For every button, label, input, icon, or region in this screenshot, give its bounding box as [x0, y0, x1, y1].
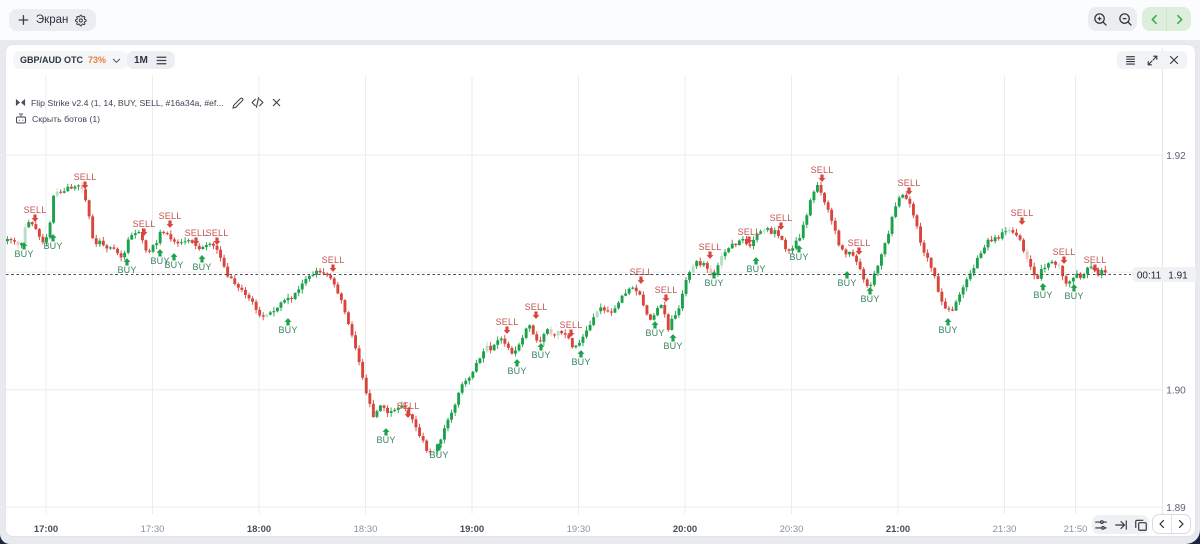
svg-text:17:00: 17:00 — [34, 524, 58, 535]
svg-text:BUY: BUY — [507, 366, 526, 376]
svg-text:18:00: 18:00 — [247, 524, 271, 535]
svg-text:19:00: 19:00 — [460, 524, 484, 535]
svg-text:BUY: BUY — [789, 252, 808, 262]
svg-text:BUY: BUY — [43, 241, 62, 251]
svg-text:1.92: 1.92 — [1166, 151, 1186, 162]
svg-text:17:30: 17:30 — [141, 524, 165, 535]
svg-text:BUY: BUY — [704, 278, 723, 288]
svg-text:SELL: SELL — [159, 211, 182, 221]
svg-text:BUY: BUY — [860, 294, 879, 304]
svg-text:BUY: BUY — [663, 341, 682, 351]
svg-text:18:30: 18:30 — [354, 524, 378, 535]
svg-text:SELL: SELL — [811, 165, 834, 175]
svg-text:SELL: SELL — [185, 228, 208, 238]
svg-text:21:00: 21:00 — [886, 524, 910, 535]
svg-text:BUY: BUY — [278, 325, 297, 335]
svg-text:19:30: 19:30 — [567, 524, 591, 535]
svg-text:SELL: SELL — [848, 238, 871, 248]
svg-text:SELL: SELL — [322, 255, 345, 265]
svg-text:BUY: BUY — [150, 256, 169, 266]
svg-text:SELL: SELL — [560, 320, 583, 330]
svg-text:BUY: BUY — [117, 265, 136, 275]
svg-text:BUY: BUY — [376, 435, 395, 445]
svg-text:SELL: SELL — [898, 178, 921, 188]
svg-text:SELL: SELL — [496, 317, 519, 327]
svg-text:SELL: SELL — [699, 242, 722, 252]
svg-text:SELL: SELL — [206, 228, 229, 238]
svg-text:BUY: BUY — [1033, 290, 1052, 300]
svg-text:BUY: BUY — [645, 328, 664, 338]
svg-text:1.91: 1.91 — [1168, 271, 1188, 282]
svg-text:SELL: SELL — [525, 302, 548, 312]
svg-text:BUY: BUY — [1064, 291, 1083, 301]
svg-text:SELL: SELL — [74, 172, 97, 182]
svg-text:BUY: BUY — [429, 450, 448, 460]
svg-text:BUY: BUY — [746, 264, 765, 274]
svg-text:SELL: SELL — [738, 227, 761, 237]
svg-text:20:00: 20:00 — [673, 524, 697, 535]
svg-text:BUY: BUY — [192, 262, 211, 272]
svg-text:SELL: SELL — [1011, 208, 1034, 218]
svg-text:SELL: SELL — [133, 219, 156, 229]
svg-text:SELL: SELL — [24, 205, 47, 215]
svg-text:BUY: BUY — [571, 357, 590, 367]
svg-text:BUY: BUY — [531, 350, 550, 360]
svg-text:20:30: 20:30 — [780, 524, 804, 535]
svg-text:SELL: SELL — [1053, 247, 1076, 257]
svg-text:SELL: SELL — [1084, 255, 1107, 265]
svg-text:1.90: 1.90 — [1166, 386, 1186, 397]
svg-text:00:11: 00:11 — [1137, 271, 1162, 282]
svg-text:BUY: BUY — [938, 325, 957, 335]
svg-text:21:50: 21:50 — [1064, 524, 1088, 535]
svg-text:BUY: BUY — [837, 278, 856, 288]
svg-text:1.89: 1.89 — [1166, 503, 1186, 514]
svg-text:SELL: SELL — [630, 267, 653, 277]
svg-text:SELL: SELL — [770, 213, 793, 223]
svg-text:21:30: 21:30 — [993, 524, 1017, 535]
svg-text:SELL: SELL — [397, 401, 420, 411]
svg-text:BUY: BUY — [14, 249, 33, 259]
svg-text:SELL: SELL — [655, 285, 678, 295]
svg-text:BUY: BUY — [164, 260, 183, 270]
